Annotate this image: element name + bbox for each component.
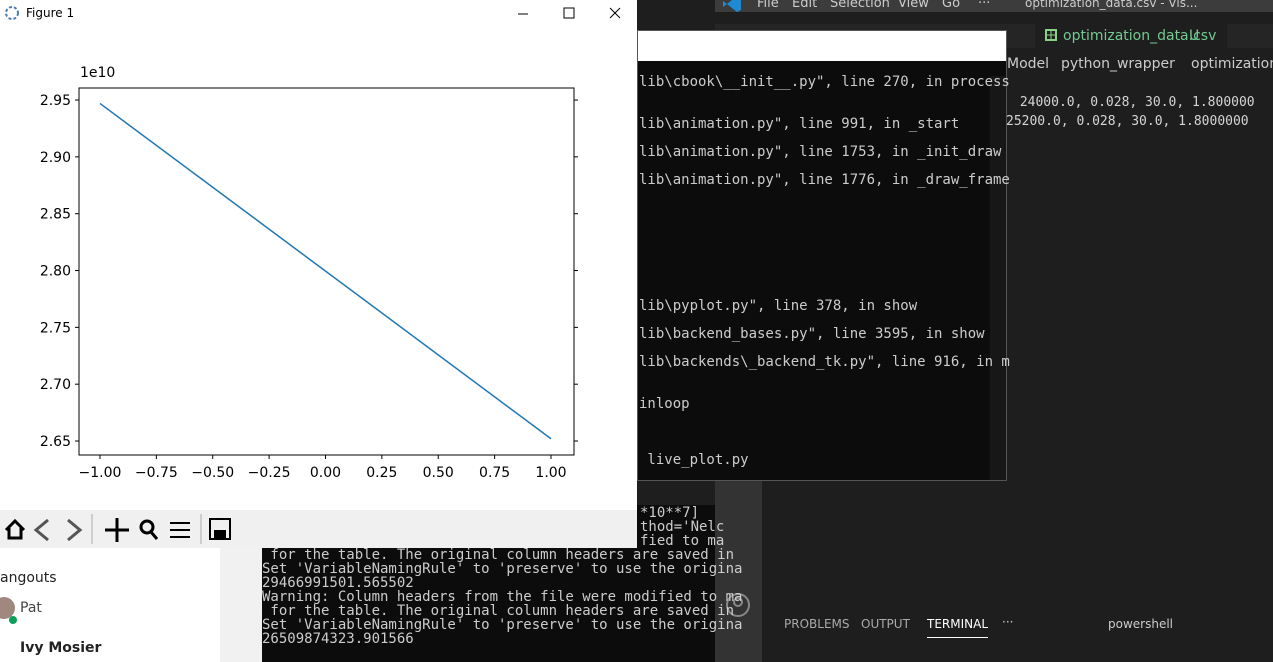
x-tick-label: −0.75 (135, 465, 178, 481)
menu-item[interactable]: File (757, 0, 779, 11)
x-tick-label: 0.25 (366, 465, 397, 481)
x-tick-label: −0.50 (191, 465, 234, 481)
toolbar-icons[interactable] (0, 512, 240, 546)
scrollbar (990, 76, 1006, 480)
x-tick-label: −0.25 (248, 465, 291, 481)
plot-frame (78, 87, 575, 456)
breadcrumb[interactable]: python_wrapper (1061, 56, 1175, 72)
console-line: lib\animation.py", line 1776, in _draw_f… (639, 172, 1010, 188)
editor-line: 25200.0, 0.028, 30.0, 1.8000000 (1006, 114, 1249, 129)
y-tick-label: 2.65 (40, 434, 71, 450)
terminal-line: Set 'VariableNamingRule' to 'preserve' t… (262, 561, 743, 577)
console-titlebar (638, 31, 1006, 61)
y-tick-label: 2.90 (40, 150, 71, 166)
console-line: lib\animation.py", line 1753, in _init_d… (639, 144, 1002, 160)
x-tick-label: 0.75 (479, 465, 510, 481)
x-tick-label: 0.50 (423, 465, 454, 481)
terminal-line: *10**7] (640, 505, 700, 521)
terminal-line: Set 'VariableNamingRule' to 'preserve' t… (262, 617, 743, 633)
terminal-line: thod='Nelc (640, 519, 725, 535)
hangouts-panel: angouts Pat Ivy Mosier (0, 548, 262, 662)
y-tick-label: 2.85 (40, 207, 71, 223)
menu-item[interactable]: ··· (978, 0, 991, 11)
tab-status: U (1189, 28, 1200, 44)
terminal-line: fied to ma (640, 533, 725, 549)
terminal-line: for the table. The original column heade… (262, 547, 735, 563)
terminal: *10**7] thod='Nelc fied to ma for the tabl… (262, 505, 742, 662)
console-line: lib\cbook\__init__.py", line 270, in pro… (639, 74, 1010, 90)
menu-item[interactable]: Selection (830, 0, 890, 11)
panel-tab[interactable]: PROBLEMS (784, 617, 850, 631)
panel-tab[interactable]: TERMINAL (927, 617, 989, 638)
window-controls[interactable] (510, 4, 630, 24)
vscode-logo (723, 0, 741, 12)
user-name[interactable]: Pat (20, 600, 42, 616)
y-tick-label: 2.75 (40, 320, 71, 336)
y-tick-label: 2.95 (40, 93, 71, 109)
avatar (0, 597, 17, 624)
menu-item[interactable]: Go (942, 0, 961, 11)
figure-icon (5, 6, 19, 20)
activity-bar (715, 480, 762, 662)
data-line (99, 102, 552, 440)
x-tick-label: 0.00 (310, 465, 341, 481)
console-line: lib\backends\_backend_tk.py", line 916, … (639, 354, 1010, 370)
terminal-line: 26509874323.901566 (262, 631, 414, 647)
terminal-line: for the table. The original column heade… (262, 603, 735, 619)
window-title: optimization_data.csv - Vis... (1025, 0, 1198, 10)
editor-line: 24000.0, 0.028, 30.0, 1.800000 (1012, 95, 1255, 110)
breadcrumb[interactable]: optimization_d (1191, 56, 1273, 72)
x-tick-label: 1.00 (535, 465, 566, 481)
tab-label[interactable]: optimization_data.csv (1063, 28, 1217, 44)
window-title: Figure 1 (26, 6, 75, 20)
checkbox-column (220, 548, 262, 662)
console-line: inloop (639, 396, 690, 412)
menu-item[interactable]: Edit (792, 0, 818, 11)
menu-item[interactable]: View (898, 0, 929, 11)
account-icon[interactable] (725, 592, 751, 618)
console-line: lib\pyplot.py", line 378, in show (639, 298, 918, 314)
panel-tab[interactable]: OUTPUT (861, 617, 910, 631)
contact-name[interactable]: Ivy Mosier (20, 640, 102, 656)
console-line: lib\animation.py", line 991, in _start (639, 116, 960, 132)
menu-bar (715, 0, 1273, 12)
terminal-line: Warning: Column headers from the file we… (262, 589, 743, 605)
tab[interactable] (1035, 24, 1227, 48)
offset-text: 1e10 (80, 65, 115, 81)
x-tick-label: −1.00 (79, 465, 122, 481)
panel-more[interactable]: ··· (1002, 615, 1014, 629)
console-line: lib\backend_bases.py", line 3595, in sho… (639, 326, 985, 342)
y-tick-label: 2.70 (40, 377, 71, 393)
hangouts-title: angouts (0, 570, 57, 586)
y-tick-label: 2.80 (40, 264, 71, 280)
csv-icon (1045, 29, 1057, 41)
chart: 1e10 2.65 2.70 2.75 2.80 2.85 2.90 2.95 −1.00 −0… (40, 65, 578, 481)
shell-name[interactable]: powershell (1108, 617, 1173, 631)
figure-window: Figure 1 1e10 2.65 2.70 2.75 2.80 2.85 2.90 2.… (0, 0, 637, 548)
console-line: live_plot.py (639, 452, 749, 468)
breadcrumb[interactable]: Model (1007, 56, 1050, 72)
terminal-line: 29466991501.565502 (262, 575, 414, 591)
console-window: lib\cbook\__init__.py", line 270, in pro… (637, 30, 1010, 481)
